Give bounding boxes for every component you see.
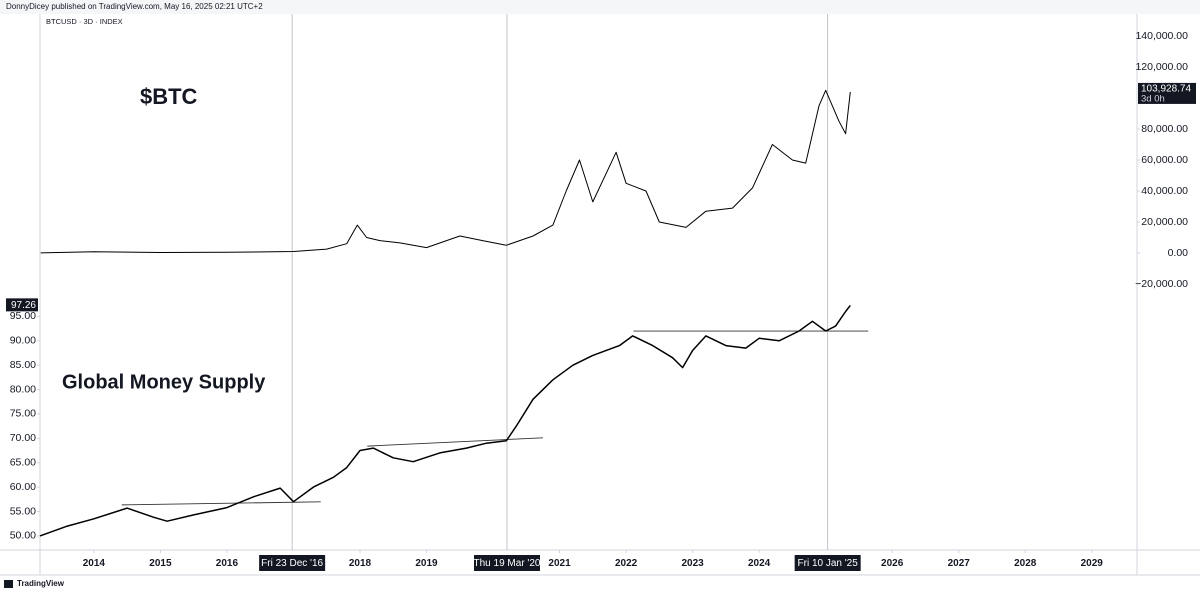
- y-tick-label: 80.00: [10, 383, 36, 395]
- x-tick-label: Fri 10 Jan '25: [798, 558, 859, 569]
- y2-tick-label: 60,000.00: [1141, 154, 1188, 166]
- y2-tick-label: 140,000.00: [1135, 30, 1188, 42]
- series-label: $BTC: [140, 84, 198, 109]
- last-value-tag: [6, 298, 38, 312]
- y-tick-label: 75.00: [10, 408, 36, 420]
- y2-tick-label: 80,000.00: [1141, 123, 1188, 135]
- last-value-tag: [1138, 82, 1196, 104]
- x-tick-label: 2014: [83, 558, 106, 569]
- y-tick-label: 50.00: [10, 530, 36, 542]
- tv-logo: [4, 580, 13, 588]
- y-tick-label: 85.00: [10, 359, 36, 371]
- x-tick-label: 2024: [748, 558, 771, 569]
- x-tick-highlight: [259, 555, 326, 571]
- x-tick-label: Thu 19 Mar '20: [474, 558, 541, 569]
- symbol-label: BTCUSD · 3D · INDEX: [46, 17, 123, 26]
- x-tick-label: 2028: [1014, 558, 1037, 569]
- x-tick-label: 2016: [216, 558, 239, 569]
- y-tick-label: 65.00: [10, 456, 36, 468]
- x-tick-highlight: [474, 555, 541, 571]
- y-tick-label: 60.00: [10, 481, 36, 493]
- header-text: DonnyDicey published on TradingView.com,…: [6, 2, 263, 11]
- x-tick-label: 2029: [1081, 558, 1104, 569]
- x-tick-label: Fri 23 Dec '16: [261, 558, 323, 569]
- x-tick-label: 2022: [615, 558, 638, 569]
- last-value-label: 103,928.74: [1141, 84, 1191, 95]
- x-tick-label: 2027: [948, 558, 971, 569]
- y2-tick-label: −20,000.00: [1135, 278, 1188, 290]
- x-tick-label: 2023: [681, 558, 704, 569]
- y2-tick-label: 0.00: [1168, 247, 1189, 259]
- y-tick-label: 70.00: [10, 432, 36, 444]
- x-tick-label: 2021: [548, 558, 571, 569]
- x-tick-highlight: [794, 555, 861, 571]
- y-tick-label: 90.00: [10, 335, 36, 347]
- x-tick-label: 2019: [415, 558, 438, 569]
- y-tick-label: 95.00: [10, 310, 36, 322]
- x-tick-label: 2018: [349, 558, 372, 569]
- series-line: [39, 304, 851, 537]
- footer-text: TradingView: [17, 579, 65, 588]
- x-tick-label: 2015: [149, 558, 172, 569]
- series-label: Global Money Supply: [62, 371, 266, 393]
- y-tick-label: 55.00: [10, 505, 36, 517]
- trend-line: [121, 501, 321, 506]
- y2-tick-label: 20,000.00: [1141, 216, 1188, 228]
- header-bar: [0, 0, 1200, 14]
- y2-tick-label: 120,000.00: [1135, 61, 1188, 73]
- series-line: [40, 89, 851, 254]
- trend-line: [367, 437, 543, 447]
- last-value-label: 97.26: [11, 300, 36, 311]
- x-tick-label: 2026: [881, 558, 904, 569]
- countdown-label: 3d 0h: [1141, 93, 1165, 104]
- y2-tick-label: 40,000.00: [1141, 185, 1188, 197]
